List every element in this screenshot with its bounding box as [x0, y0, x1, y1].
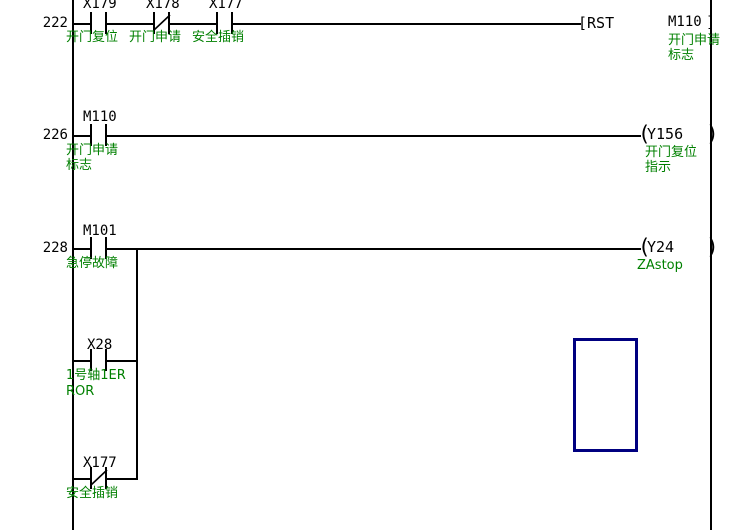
- device-label-x177-branch: X177: [83, 455, 117, 471]
- contact-bar-right: [168, 12, 170, 34]
- instruction-mnemonic: RST: [587, 14, 615, 32]
- rung-226-wire: [107, 135, 641, 137]
- device-label-x177: X177: [209, 0, 243, 12]
- device-label-x28: X28: [87, 337, 113, 353]
- contact-bar-left: [216, 12, 218, 34]
- coil-comment-y156-line1: 开门复位: [645, 145, 698, 160]
- device-label-m101: M101: [83, 223, 117, 239]
- comment-m110-line2: 标志: [66, 158, 93, 173]
- branch-x28-wire: [107, 360, 138, 362]
- step-number-226: 226: [42, 127, 68, 143]
- branch-x28-wire: [72, 360, 90, 362]
- contact-bar-left: [90, 349, 92, 371]
- rung-228-wire: [107, 248, 641, 250]
- contact-bar-left: [90, 12, 92, 34]
- coil-paren-close-y156: ): [706, 122, 719, 146]
- rung-222-wire: [107, 23, 153, 25]
- right-power-rail: [710, 0, 712, 530]
- contact-bar-right: [105, 467, 107, 489]
- instruction-rst[interactable]: [RST: [578, 15, 614, 31]
- comment-x28-line2: ROR: [66, 384, 95, 399]
- contact-nc-slash-icon: [90, 469, 108, 486]
- left-power-rail: [72, 0, 74, 530]
- comment-x178: 开门申请: [129, 30, 182, 45]
- comment-x177: 安全插销: [192, 30, 245, 45]
- coil-paren-open-y24: (: [638, 235, 651, 259]
- contact-bar-right: [105, 12, 107, 34]
- coil-comment-y24: ZAstop: [637, 258, 683, 273]
- contact-bar-right: [105, 349, 107, 371]
- coil-paren-open-y156: (: [638, 122, 651, 146]
- coil-comment-y156-line2: 指示: [645, 160, 672, 175]
- comment-m101: 急停故障: [66, 256, 119, 271]
- comment-m110-line1: 开门申请: [66, 143, 119, 158]
- device-label-x179: X179: [83, 0, 117, 12]
- selection-cursor[interactable]: [573, 338, 638, 452]
- rung-222-wire: [233, 23, 581, 25]
- operand-comment-m110-rst-line2: 标志: [668, 48, 695, 63]
- comment-x179: 开门复位: [66, 30, 119, 45]
- instruction-bracket-open: [: [578, 14, 588, 32]
- rung-226-wire: [72, 135, 90, 137]
- branch-x177-wire: [72, 478, 90, 480]
- branch-vertical-connector: [136, 248, 138, 480]
- contact-x28[interactable]: [90, 349, 107, 371]
- contact-bar-left: [90, 124, 92, 146]
- step-number-228: 228: [42, 240, 68, 256]
- contact-bar-right: [105, 124, 107, 146]
- contact-bar-right: [231, 12, 233, 34]
- contact-bar-left: [90, 467, 92, 489]
- instruction-bracket-close: ]: [706, 13, 716, 31]
- coil-paren-close-y24: ): [706, 235, 719, 259]
- operand-label-m110-rst: M110: [668, 14, 702, 30]
- contact-x177-branch[interactable]: [90, 467, 108, 489]
- contact-x178[interactable]: [153, 12, 171, 34]
- contact-bar-left: [90, 237, 92, 259]
- contact-x179[interactable]: [90, 12, 107, 34]
- contact-nc-slash-icon: [153, 14, 171, 31]
- contact-m101[interactable]: [90, 237, 107, 259]
- coil-label-y24[interactable]: Y24: [647, 238, 675, 256]
- contact-bar-left: [153, 12, 155, 34]
- device-label-x178: X178: [146, 0, 180, 12]
- rung-222-wire: [72, 23, 90, 25]
- rung-228-wire: [72, 248, 90, 250]
- branch-x177-wire: [107, 478, 138, 480]
- contact-x177[interactable]: [216, 12, 233, 34]
- operand-comment-m110-rst-line1: 开门申请: [668, 33, 721, 48]
- comment-x177-branch: 安全插销: [66, 486, 119, 501]
- contact-m110[interactable]: [90, 124, 107, 146]
- comment-x28-line1: 1号轴1ER: [66, 368, 126, 383]
- contact-bar-right: [105, 237, 107, 259]
- step-number-222: 222: [42, 15, 68, 31]
- rung-222-wire: [170, 23, 216, 25]
- coil-label-y156[interactable]: Y156: [647, 125, 684, 143]
- device-label-m110: M110: [83, 109, 117, 125]
